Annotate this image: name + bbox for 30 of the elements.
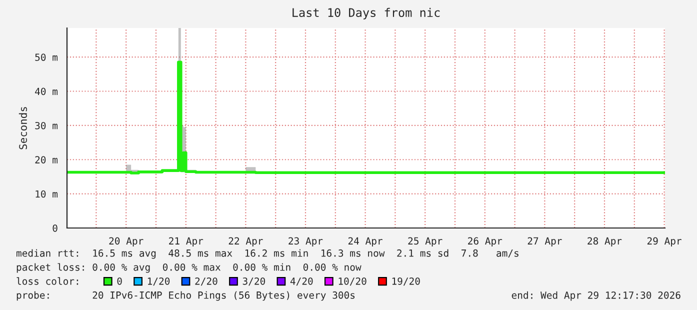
y-axis-title: Seconds xyxy=(18,107,27,150)
text: median rtt: 16.5 ms avg 48.5 ms max 16.2 ms min 16.3 ms now 2.1 ms sd 7.8 am/s xyxy=(16,249,518,259)
x-tick-label: 27 Apr xyxy=(528,237,562,246)
x-tick-label: 21 Apr xyxy=(169,237,204,246)
y-tick-label: 20 m xyxy=(35,156,58,164)
legend-label: 1/20 xyxy=(148,277,170,286)
legend-label: 19/20 xyxy=(392,277,420,286)
y-tick-label: 40 m xyxy=(35,88,58,96)
text: packet loss: 0.00 % avg 0.00 % max 0.00 % min 0.00 % now xyxy=(16,263,362,273)
legend-label: 4/20 xyxy=(290,277,313,286)
x-tick-label: 26 Apr xyxy=(468,237,502,246)
chart-title: Last 10 Days from nic xyxy=(292,8,440,20)
x-tick-label: 24 Apr xyxy=(348,237,382,246)
text: probe: 20 IPv6-ICMP Echo Pings (56 Bytes) every 300s xyxy=(16,291,355,301)
legend-label: 0 xyxy=(117,277,122,285)
y-tick-label: 30 m xyxy=(35,122,58,130)
x-tick-label: 23 Apr xyxy=(288,237,323,246)
legend-label: 10/20 xyxy=(338,277,366,286)
x-tick-label: 28 Apr xyxy=(588,237,622,246)
y-tick-label: 0 xyxy=(52,224,58,232)
legend-label: 3/20 xyxy=(242,277,266,286)
legend-label: 2/20 xyxy=(195,277,218,286)
x-tick-label: 25 Apr xyxy=(408,237,442,246)
x-tick-label: 22 Apr xyxy=(228,237,263,246)
x-tick-label: 20 Apr xyxy=(109,237,144,246)
text: end: Wed Apr 29 12:17:30 2026 xyxy=(512,291,680,301)
y-tick-label: 10 m xyxy=(36,190,58,198)
text: loss color: xyxy=(16,277,78,285)
y-tick-label: 50 m xyxy=(35,54,58,61)
x-tick-label: 29 Apr xyxy=(647,237,682,246)
